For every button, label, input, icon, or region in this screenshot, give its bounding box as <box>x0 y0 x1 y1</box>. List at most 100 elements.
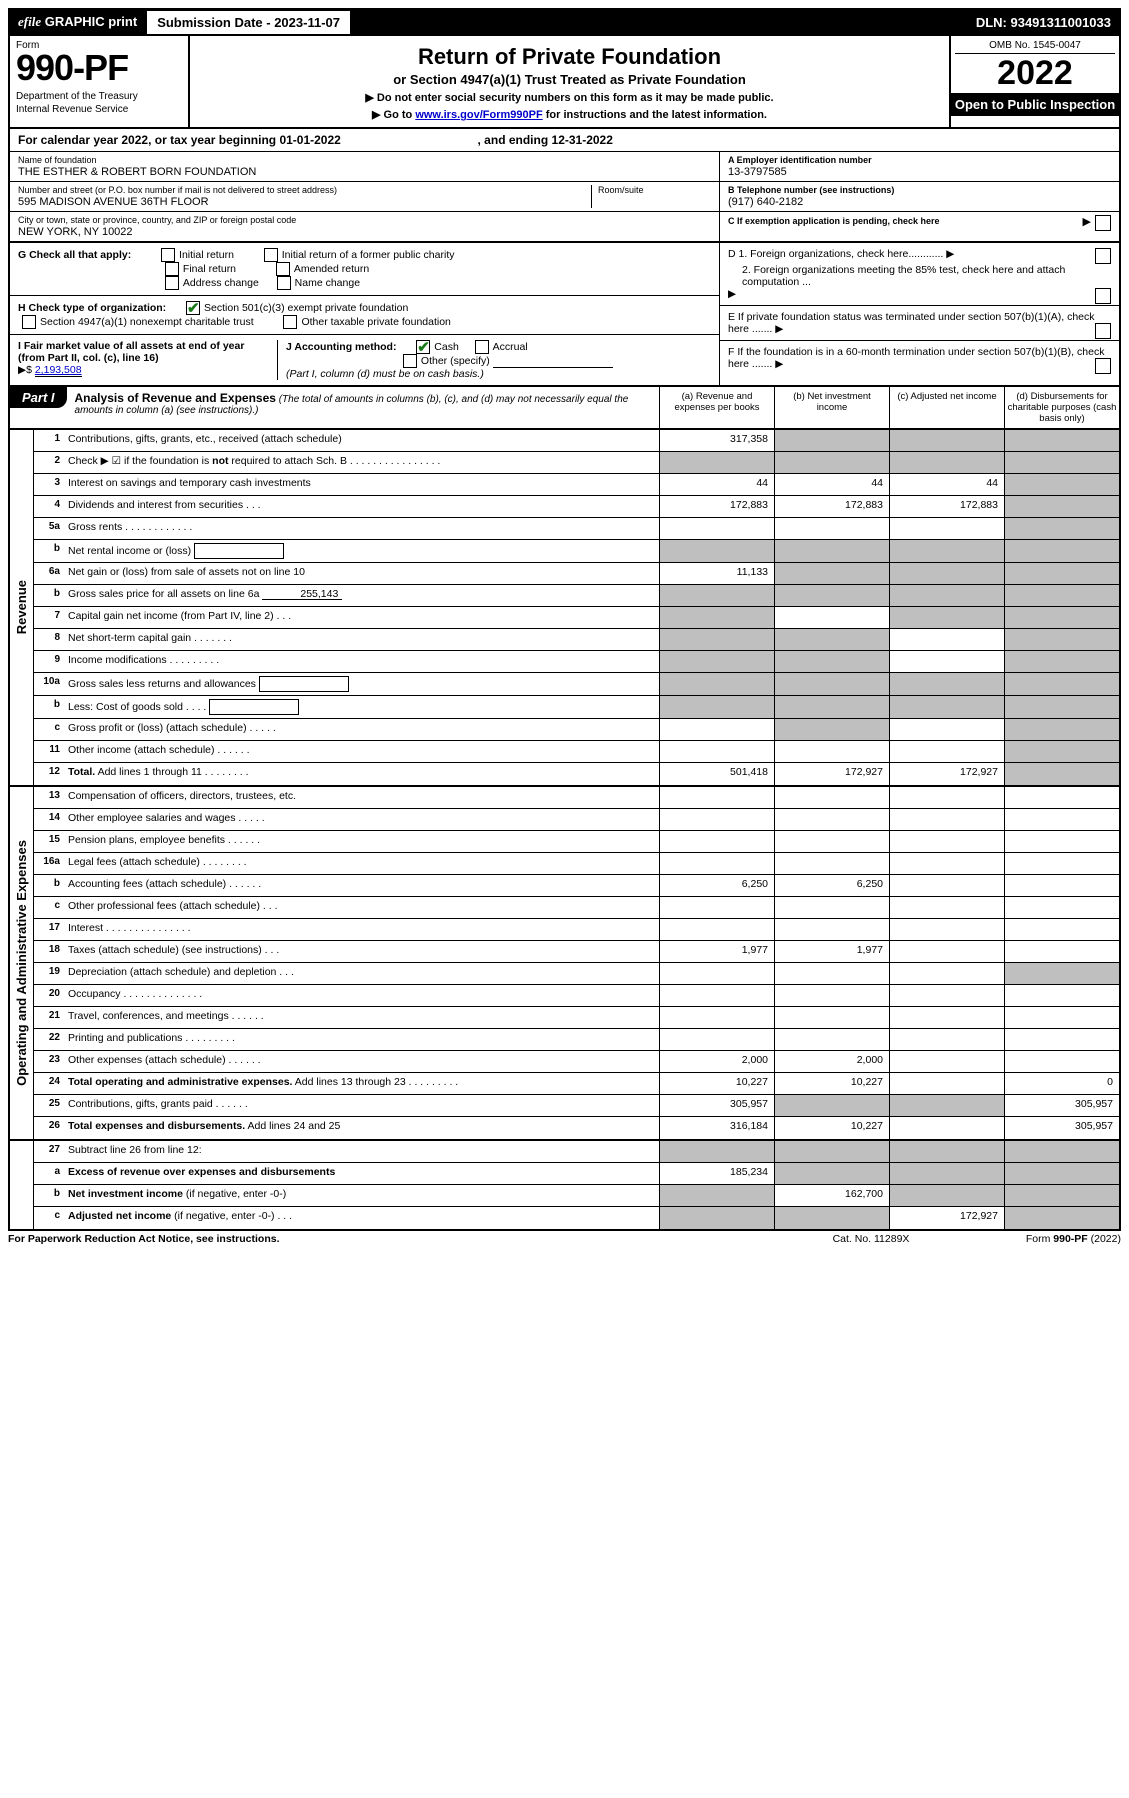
efile-graphic: GRAPHIC <box>45 14 105 29</box>
cell-col-b: 1,977 <box>774 941 889 962</box>
cell-col-d <box>1004 474 1119 495</box>
row-number: 26 <box>34 1117 66 1139</box>
cell-col-b <box>774 540 889 562</box>
table-row: 23Other expenses (attach schedule) . . .… <box>34 1051 1119 1073</box>
c-checkbox[interactable] <box>1095 215 1111 231</box>
cell-col-a: 1,977 <box>659 941 774 962</box>
cell-col-a: 305,957 <box>659 1095 774 1116</box>
row-description: Adjusted net income (if negative, enter … <box>66 1207 659 1229</box>
cell-col-c <box>889 540 1004 562</box>
expenses-sidelabel: Operating and Administrative Expenses <box>14 840 29 1086</box>
cell-col-d <box>1004 941 1119 962</box>
cell-col-c <box>889 963 1004 984</box>
cell-col-a: 172,883 <box>659 496 774 517</box>
j-label: J Accounting method: <box>286 341 396 353</box>
cell-col-b <box>774 651 889 672</box>
cell-col-b: 10,227 <box>774 1073 889 1094</box>
efile-prefix: efile <box>18 14 41 29</box>
row-description: Subtract line 26 from line 12: <box>66 1141 659 1162</box>
row-number: a <box>34 1163 66 1184</box>
cell-col-d <box>1004 496 1119 517</box>
j-cash-checkbox[interactable] <box>416 340 430 354</box>
h-4947-checkbox[interactable] <box>22 315 36 329</box>
table-row: aExcess of revenue over expenses and dis… <box>34 1163 1119 1185</box>
e-label: E If private foundation status was termi… <box>728 311 1095 335</box>
g-initial-return-checkbox[interactable] <box>161 248 175 262</box>
row-description: Other professional fees (attach schedule… <box>66 897 659 918</box>
col-c-header: (c) Adjusted net income <box>889 387 1004 428</box>
i-fmv-value[interactable]: 2,193,508 <box>35 364 82 377</box>
dept-treasury: Department of the Treasury <box>16 91 182 102</box>
section-g-through-j: G Check all that apply: Initial return I… <box>10 243 1119 387</box>
efile-print[interactable]: print <box>108 14 137 29</box>
cell-col-d <box>1004 809 1119 830</box>
cell-col-b: 172,927 <box>774 763 889 785</box>
revenue-sidelabel: Revenue <box>14 580 29 634</box>
row-description: Legal fees (attach schedule) . . . . . .… <box>66 853 659 874</box>
j-accrual-checkbox[interactable] <box>475 340 489 354</box>
i-label: I Fair market value of all assets at end… <box>18 340 244 364</box>
g-amended-checkbox[interactable] <box>276 262 290 276</box>
row-number: 22 <box>34 1029 66 1050</box>
cell-col-c <box>889 809 1004 830</box>
h-label: H Check type of organization: <box>18 302 166 314</box>
table-row: 17Interest . . . . . . . . . . . . . . . <box>34 919 1119 941</box>
cell-col-a <box>659 452 774 473</box>
table-row: 19Depreciation (attach schedule) and dep… <box>34 963 1119 985</box>
cell-col-a <box>659 719 774 740</box>
g-name-change-checkbox[interactable] <box>277 276 291 290</box>
cell-col-a <box>659 673 774 695</box>
g-initial-former-checkbox[interactable] <box>264 248 278 262</box>
page-footer: For Paperwork Reduction Act Notice, see … <box>8 1231 1121 1245</box>
table-row: 22Printing and publications . . . . . . … <box>34 1029 1119 1051</box>
row-description: Net gain or (loss) from sale of assets n… <box>66 563 659 584</box>
row-number: 23 <box>34 1051 66 1072</box>
cell-col-c <box>889 1185 1004 1206</box>
cell-col-b <box>774 787 889 808</box>
j-other-checkbox[interactable] <box>403 354 417 368</box>
h-501c3-checkbox[interactable] <box>186 301 200 315</box>
row-description: Travel, conferences, and meetings . . . … <box>66 1007 659 1028</box>
cell-col-b: 2,000 <box>774 1051 889 1072</box>
h-other-taxable-checkbox[interactable] <box>283 315 297 329</box>
form-header: Form 990-PF Department of the Treasury I… <box>10 36 1119 127</box>
cell-col-a: 501,418 <box>659 763 774 785</box>
table-row: bNet rental income or (loss) <box>34 540 1119 563</box>
cell-col-d <box>1004 452 1119 473</box>
cell-col-c <box>889 1073 1004 1094</box>
g-final-return-checkbox[interactable] <box>165 262 179 276</box>
g-address-change-checkbox[interactable] <box>165 276 179 290</box>
d1-checkbox[interactable] <box>1095 248 1111 264</box>
row-number: b <box>34 585 66 606</box>
cell-col-d <box>1004 629 1119 650</box>
row-number: c <box>34 1207 66 1229</box>
cell-col-b <box>774 853 889 874</box>
bullet-ssn: ▶ Do not enter social security numbers o… <box>210 91 929 104</box>
cell-col-b <box>774 696 889 718</box>
table-row: cAdjusted net income (if negative, enter… <box>34 1207 1119 1229</box>
cell-col-a: 317,358 <box>659 430 774 451</box>
f-checkbox[interactable] <box>1095 358 1111 374</box>
cell-col-a: 185,234 <box>659 1163 774 1184</box>
e-checkbox[interactable] <box>1095 323 1111 339</box>
row-number: 2 <box>34 452 66 473</box>
cell-col-b <box>774 831 889 852</box>
cell-col-d <box>1004 1163 1119 1184</box>
calendar-year-line: For calendar year 2022, or tax year begi… <box>10 127 1119 152</box>
row-number: 13 <box>34 787 66 808</box>
city-value: NEW YORK, NY 10022 <box>18 225 711 238</box>
cell-col-d <box>1004 430 1119 451</box>
d2-checkbox[interactable] <box>1095 288 1111 304</box>
row-description: Net investment income (if negative, ente… <box>66 1185 659 1206</box>
cell-col-d <box>1004 831 1119 852</box>
cell-col-d <box>1004 1007 1119 1028</box>
cell-col-c <box>889 585 1004 606</box>
cell-col-d <box>1004 875 1119 896</box>
cell-col-c <box>889 1095 1004 1116</box>
table-row: 4Dividends and interest from securities … <box>34 496 1119 518</box>
form-title: Return of Private Foundation <box>210 44 929 70</box>
form990pf-link[interactable]: www.irs.gov/Form990PF <box>415 109 542 121</box>
row-number: 8 <box>34 629 66 650</box>
cell-col-c <box>889 831 1004 852</box>
table-row: 20Occupancy . . . . . . . . . . . . . . <box>34 985 1119 1007</box>
